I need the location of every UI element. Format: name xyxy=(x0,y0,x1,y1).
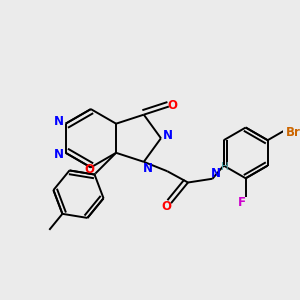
Text: N: N xyxy=(142,162,153,175)
Text: N: N xyxy=(163,129,172,142)
Text: N: N xyxy=(54,148,64,161)
Text: N: N xyxy=(211,167,221,180)
Text: O: O xyxy=(161,200,171,214)
Text: F: F xyxy=(238,196,246,209)
Text: H: H xyxy=(221,163,229,172)
Text: O: O xyxy=(168,99,178,112)
Text: O: O xyxy=(85,163,95,176)
Text: Br: Br xyxy=(286,126,300,139)
Text: N: N xyxy=(54,115,64,128)
